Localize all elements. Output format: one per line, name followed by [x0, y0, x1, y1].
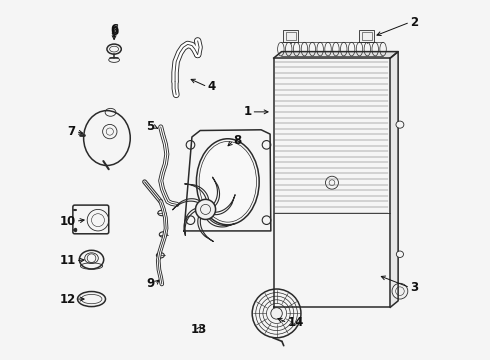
Text: 14: 14 [287, 316, 304, 329]
Text: 1: 1 [244, 105, 251, 118]
Ellipse shape [396, 251, 403, 257]
Ellipse shape [396, 121, 404, 128]
Text: 4: 4 [207, 80, 216, 93]
Text: 11: 11 [59, 254, 76, 267]
Text: 5: 5 [147, 121, 155, 134]
Circle shape [196, 199, 216, 220]
Polygon shape [390, 51, 398, 307]
Bar [362, 32, 372, 40]
Text: 12: 12 [59, 293, 76, 306]
Ellipse shape [196, 139, 259, 225]
Circle shape [271, 308, 282, 319]
Text: 6: 6 [110, 23, 118, 36]
Circle shape [392, 283, 408, 299]
Text: 8: 8 [234, 134, 242, 147]
Text: 6: 6 [110, 25, 118, 38]
Bar [286, 32, 296, 40]
Text: 9: 9 [147, 278, 155, 291]
Text: 10: 10 [59, 215, 76, 228]
Text: 13: 13 [190, 323, 206, 336]
Bar [359, 31, 374, 42]
Polygon shape [274, 51, 398, 58]
Text: 3: 3 [410, 281, 418, 294]
Text: 2: 2 [410, 16, 418, 29]
Bar [283, 31, 298, 42]
Text: 7: 7 [68, 125, 76, 138]
